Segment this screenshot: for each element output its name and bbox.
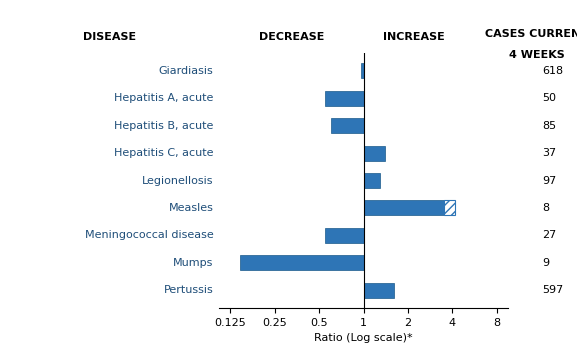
Text: 97: 97 <box>542 176 557 185</box>
Text: DISEASE: DISEASE <box>83 33 136 42</box>
Text: Legionellosis: Legionellosis <box>142 176 213 185</box>
Bar <box>325 228 364 243</box>
Bar <box>364 200 444 216</box>
X-axis label: Ratio (Log scale)*: Ratio (Log scale)* <box>314 333 413 343</box>
Bar <box>240 255 364 270</box>
Text: DECREASE: DECREASE <box>258 33 324 42</box>
Bar <box>325 91 364 106</box>
Text: 618: 618 <box>542 66 564 76</box>
Text: 85: 85 <box>542 121 556 131</box>
Text: Pertussis: Pertussis <box>164 285 213 295</box>
Text: Measles: Measles <box>168 203 213 213</box>
Bar <box>444 200 455 216</box>
Text: 9: 9 <box>542 258 549 268</box>
Text: Meningococcal disease: Meningococcal disease <box>85 230 213 240</box>
Bar <box>364 145 385 161</box>
Text: Hepatitis A, acute: Hepatitis A, acute <box>114 93 213 103</box>
Text: 597: 597 <box>542 285 564 295</box>
Text: Giardiasis: Giardiasis <box>159 66 213 76</box>
Text: 8: 8 <box>542 203 549 213</box>
Text: 4 WEEKS: 4 WEEKS <box>509 50 564 60</box>
Text: CASES CURRENT: CASES CURRENT <box>485 29 577 39</box>
Text: Mumps: Mumps <box>173 258 213 268</box>
Text: INCREASE: INCREASE <box>383 33 445 42</box>
Bar <box>364 173 380 188</box>
Bar <box>331 118 364 133</box>
Bar <box>361 63 364 79</box>
Text: Hepatitis C, acute: Hepatitis C, acute <box>114 148 213 158</box>
Text: 50: 50 <box>542 93 556 103</box>
Text: Hepatitis B, acute: Hepatitis B, acute <box>114 121 213 131</box>
Bar <box>364 282 395 298</box>
Text: 27: 27 <box>542 230 557 240</box>
Text: 37: 37 <box>542 148 556 158</box>
